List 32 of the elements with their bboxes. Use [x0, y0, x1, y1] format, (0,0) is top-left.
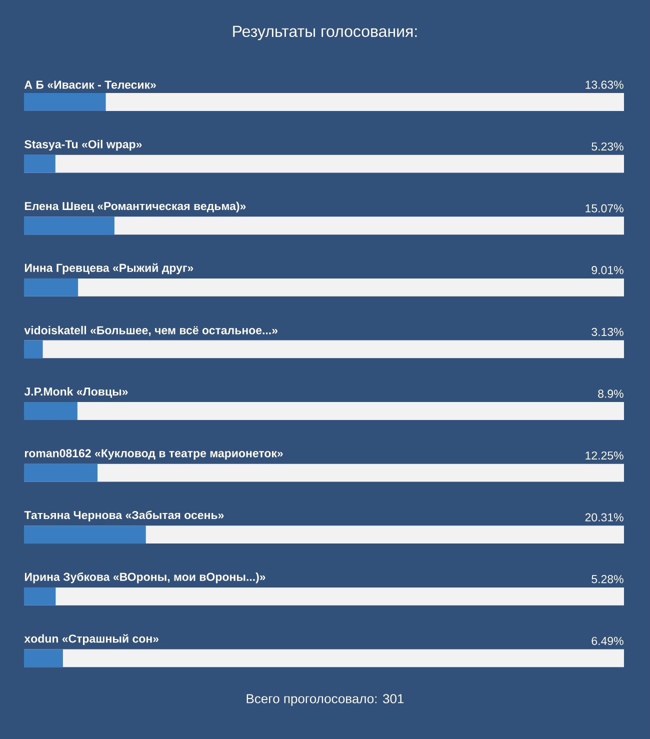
bar: [24, 526, 146, 544]
bar: [24, 340, 43, 358]
data-label: 5.23%: [592, 142, 624, 151]
bar: [24, 402, 78, 420]
y-tick-label: Елена Швец «Романтическая ведьма)»: [24, 202, 246, 212]
data-label: 13.63%: [586, 80, 624, 89]
bar: [24, 278, 78, 296]
bar: [24, 154, 56, 173]
data-label: 12.25%: [586, 451, 624, 460]
bar: [24, 587, 56, 606]
data-label: 15.07%: [586, 204, 624, 212]
text: Всего проголосовало: 301: [246, 694, 404, 706]
data-label: 3.13%: [592, 328, 624, 336]
chart-title: Результаты голосования:: [233, 26, 417, 40]
data-label: 20.31%: [585, 513, 624, 522]
bar: [24, 464, 98, 482]
bar: [24, 649, 63, 668]
y-tick-label: J.P.Monk «Ловцы»: [24, 387, 128, 398]
data-label: 9.01%: [592, 266, 624, 274]
y-tick-label: Stasya-Tu «Oil wpap»: [24, 140, 142, 151]
y-tick-label: Ирина Зубкова «ВОроны, мои вОроны...)»: [24, 572, 266, 584]
y-tick-label: Татьяна Чернова «Забытая осень»: [24, 510, 224, 522]
bar: [24, 93, 106, 112]
y-tick-label: vidoiskatell «Большее, чем всё остальное...»: [24, 326, 278, 336]
y-tick-label: xodun «Страшный сон»: [24, 634, 158, 645]
data-label: 8.9%: [598, 390, 624, 398]
y-tick-label: Инна Гревцева «Рыжий друг»: [24, 263, 194, 274]
data-label: 5.28%: [592, 575, 624, 584]
bar: [24, 216, 114, 235]
y-tick-label: roman08162 «Кукловод в театре марионеток»: [24, 449, 283, 460]
y-tick-label: А Б «Ивасик - Телесик»: [24, 80, 156, 89]
data-label: 6.49%: [592, 636, 624, 645]
